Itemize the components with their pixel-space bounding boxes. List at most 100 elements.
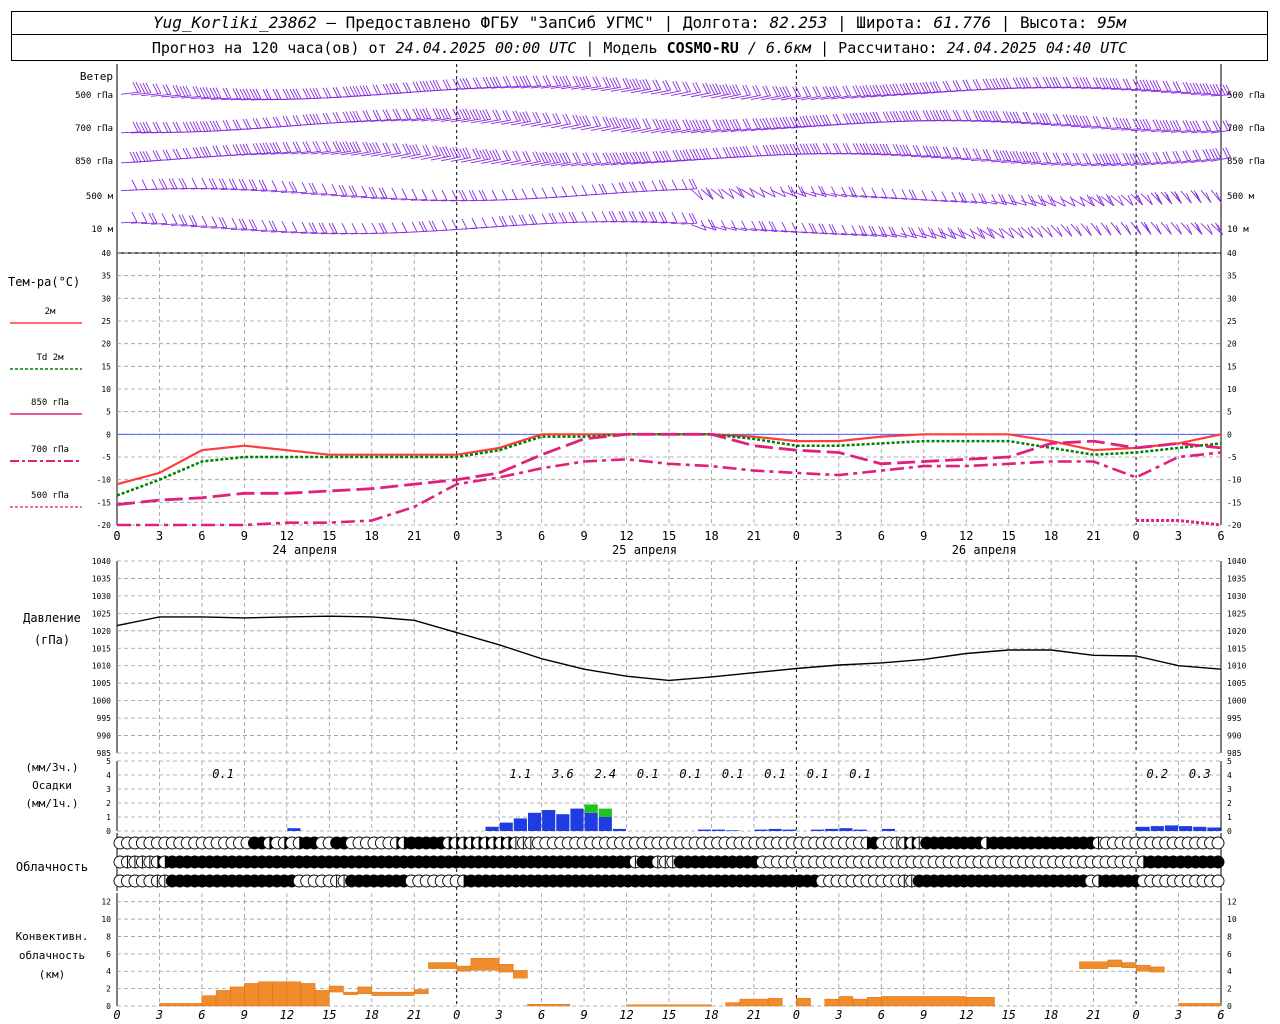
wind-barb-flag (995, 78, 1002, 89)
wind-barb-flag (1202, 149, 1209, 160)
wind-barb-flag (1152, 152, 1159, 163)
wind-barb-flag (442, 146, 449, 157)
wind-barb-flag (869, 143, 876, 155)
wind-barb-flag (1005, 111, 1012, 122)
wind-barb-flag (512, 111, 519, 122)
wind-barb-flag (525, 75, 532, 86)
wind-barb-flag (331, 222, 338, 234)
wind-barb-shaft (1100, 222, 1112, 236)
wind-barb-flag (648, 211, 655, 222)
wind-barb-flag (271, 180, 278, 191)
wind-barb-flag (965, 79, 972, 90)
wind-barb-flag (162, 149, 169, 161)
wind-barb-shaft (770, 189, 786, 198)
wind-barb-flag (675, 80, 682, 92)
wind-barb-flag (609, 117, 616, 129)
wind-barb-flag (1195, 149, 1202, 160)
wind-barb-flag (709, 84, 716, 95)
wind-barb-flag (585, 152, 592, 163)
wind-barb-flag (710, 219, 717, 231)
wind-barb-shaft (690, 224, 707, 231)
conv-xtick: 3 (834, 1008, 842, 1022)
wind-barb-flag (1099, 153, 1106, 165)
temp-xtick: 9 (580, 529, 587, 543)
wind-barb-flag (305, 141, 312, 152)
wind-barb-flag (1055, 76, 1062, 88)
wind-barb-shaft (330, 194, 348, 197)
wind-barb-shaft (810, 231, 827, 235)
wind-barb-flag (1132, 118, 1139, 130)
wind-barb-flag (431, 189, 438, 200)
wind-barb-flag (1106, 193, 1112, 205)
wind-barb-flag (1139, 79, 1146, 91)
wind-barb-flag (571, 185, 578, 197)
wind-barb-flag (561, 212, 568, 223)
temp-xtick: 15 (1001, 529, 1015, 543)
wind-barb-flag (742, 85, 749, 96)
wind-barb-flag (361, 222, 368, 234)
wind-barb-flag (391, 187, 398, 199)
wind-barb-flag (725, 146, 732, 158)
wind-barb-flag (579, 76, 586, 88)
wind-barb-flag (1052, 76, 1059, 88)
wind-barb-flag (920, 227, 927, 239)
wind-barb-flag (465, 108, 472, 119)
wind-barb-flag (925, 110, 932, 121)
wind-barb-flag (432, 145, 439, 157)
wind-barb-flag (1109, 153, 1116, 165)
wind-barb-shaft (190, 225, 208, 228)
wind-barb-flag (952, 110, 959, 121)
wind-barb-flag (1209, 149, 1216, 160)
wind-barb-flag (232, 88, 239, 99)
wind-barb-flag (305, 114, 312, 125)
wind-barb-flag (559, 153, 566, 164)
wind-barb-flag (1202, 120, 1209, 132)
wind-barb-flag (428, 220, 435, 232)
wind-barb-shaft (360, 196, 378, 199)
wind-barb-shaft (650, 128, 671, 134)
wind-barb-flag (341, 222, 348, 234)
wind-barb-flag (475, 108, 482, 120)
wind-barb-flag (1002, 111, 1009, 122)
wind-barb-shaft (890, 233, 907, 238)
wind-barb-flag (178, 178, 185, 189)
wind-level-left: 700 гПа (75, 124, 113, 134)
wind-barb-flag (1192, 149, 1199, 161)
wind-barb-flag (615, 77, 622, 88)
wind-barb-flag (765, 85, 772, 96)
wind-barb-flag (918, 227, 924, 238)
wind-barb-shaft (730, 188, 745, 199)
wind-barb-flag (361, 186, 368, 197)
temp-ytick-right: 30 (1227, 294, 1237, 303)
wind-barb-flag (911, 227, 917, 239)
wind-barb-flag (1047, 226, 1053, 238)
wind-barb-flag (842, 113, 849, 124)
wind-barb-flag (265, 142, 272, 153)
wind-barb-flag (669, 120, 676, 131)
wind-barb-flag (692, 149, 699, 160)
wind-barb-flag (895, 83, 902, 94)
wind-barb-flag (629, 118, 636, 130)
wind-barb-flag (151, 212, 158, 224)
wind-barb-flag (1169, 120, 1176, 131)
temp-xtick: 0 (453, 529, 460, 543)
wind-barb-shaft (860, 195, 877, 199)
conv-cloud-bar (739, 998, 769, 1007)
wind-barb-flag (331, 184, 338, 195)
wind-barb-flag (512, 150, 519, 162)
wind-barb-flag (976, 226, 983, 238)
wind-barb-shaft (730, 226, 747, 232)
wind-barb-flag (1185, 81, 1192, 93)
wind-barb-flag (705, 148, 712, 159)
temp-ytick-right: -15 (1227, 498, 1242, 507)
conv-xtick: 3 (155, 1008, 163, 1022)
wind-barb-flag (628, 181, 635, 193)
wind-barb-flag (642, 151, 649, 163)
precip-bar (726, 830, 740, 831)
wind-barb-flag (449, 147, 456, 159)
wind-barb-shaft (1150, 221, 1162, 235)
wind-barb-shaft (960, 230, 976, 240)
pressure-unit: (гПа) (34, 633, 70, 647)
wind-barb-flag (787, 185, 794, 196)
wind-barb-flag (349, 86, 356, 97)
